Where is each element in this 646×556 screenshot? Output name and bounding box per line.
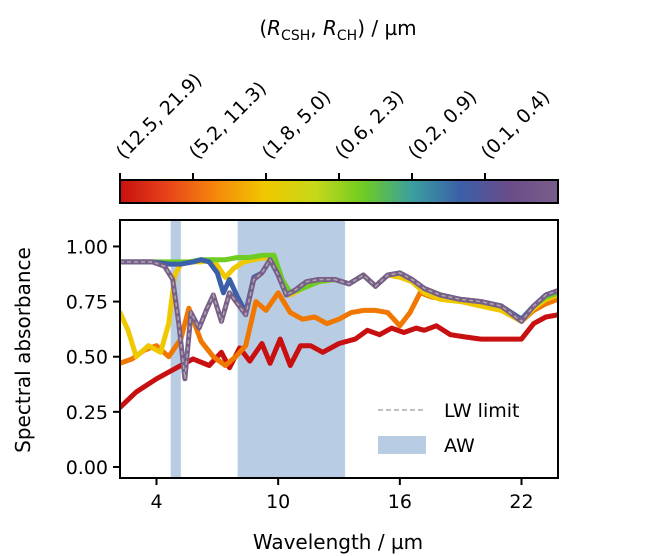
y-tick-label: 1.00 [66, 236, 108, 258]
y-tick-label: 0.00 [66, 457, 108, 479]
colorbar-title: (RCSH, RCH) / µm [259, 16, 416, 44]
x-tick-label: 16 [388, 491, 412, 513]
colorbar-tick-label: (0.1, 0.4) [477, 86, 554, 163]
colorbar-tick-label: (0.2, 0.9) [404, 86, 481, 163]
legend-aw-swatch [378, 436, 426, 454]
colorbar [119, 179, 559, 204]
y-tick-label: 0.25 [66, 402, 108, 424]
lw-limit-line [120, 258, 558, 379]
legend-aw-label: AW [444, 435, 475, 457]
x-tick-label: 22 [509, 491, 533, 513]
y-axis-title: Spectral absorbance [11, 247, 35, 453]
y-ticks: 0.00 0.25 0.50 0.75 1.00 [66, 236, 120, 479]
colorbar-tick-label: (1.8, 5.0) [258, 86, 335, 163]
plot-frame [119, 219, 559, 479]
series-lines [120, 252, 558, 410]
colorbar-tick-labels: (12.5, 21.9)(5.2, 11.3)(1.8, 5.0)(0.6, 2… [112, 69, 554, 163]
x-axis-title: Wavelength / µm [253, 530, 423, 554]
x-tick-label: 10 [266, 491, 290, 513]
colorbar-ticks [119, 173, 486, 180]
legend-lw-limit-label: LW limit [444, 400, 519, 422]
y-tick-label: 0.50 [66, 347, 108, 369]
y-tick-label: 0.75 [66, 292, 108, 314]
x-tick-label: 4 [150, 491, 162, 513]
x-ticks: 4 10 16 22 [150, 478, 534, 513]
legend: LW limit AW [378, 400, 519, 457]
colorbar-tick-label: (0.6, 2.3) [331, 86, 408, 163]
